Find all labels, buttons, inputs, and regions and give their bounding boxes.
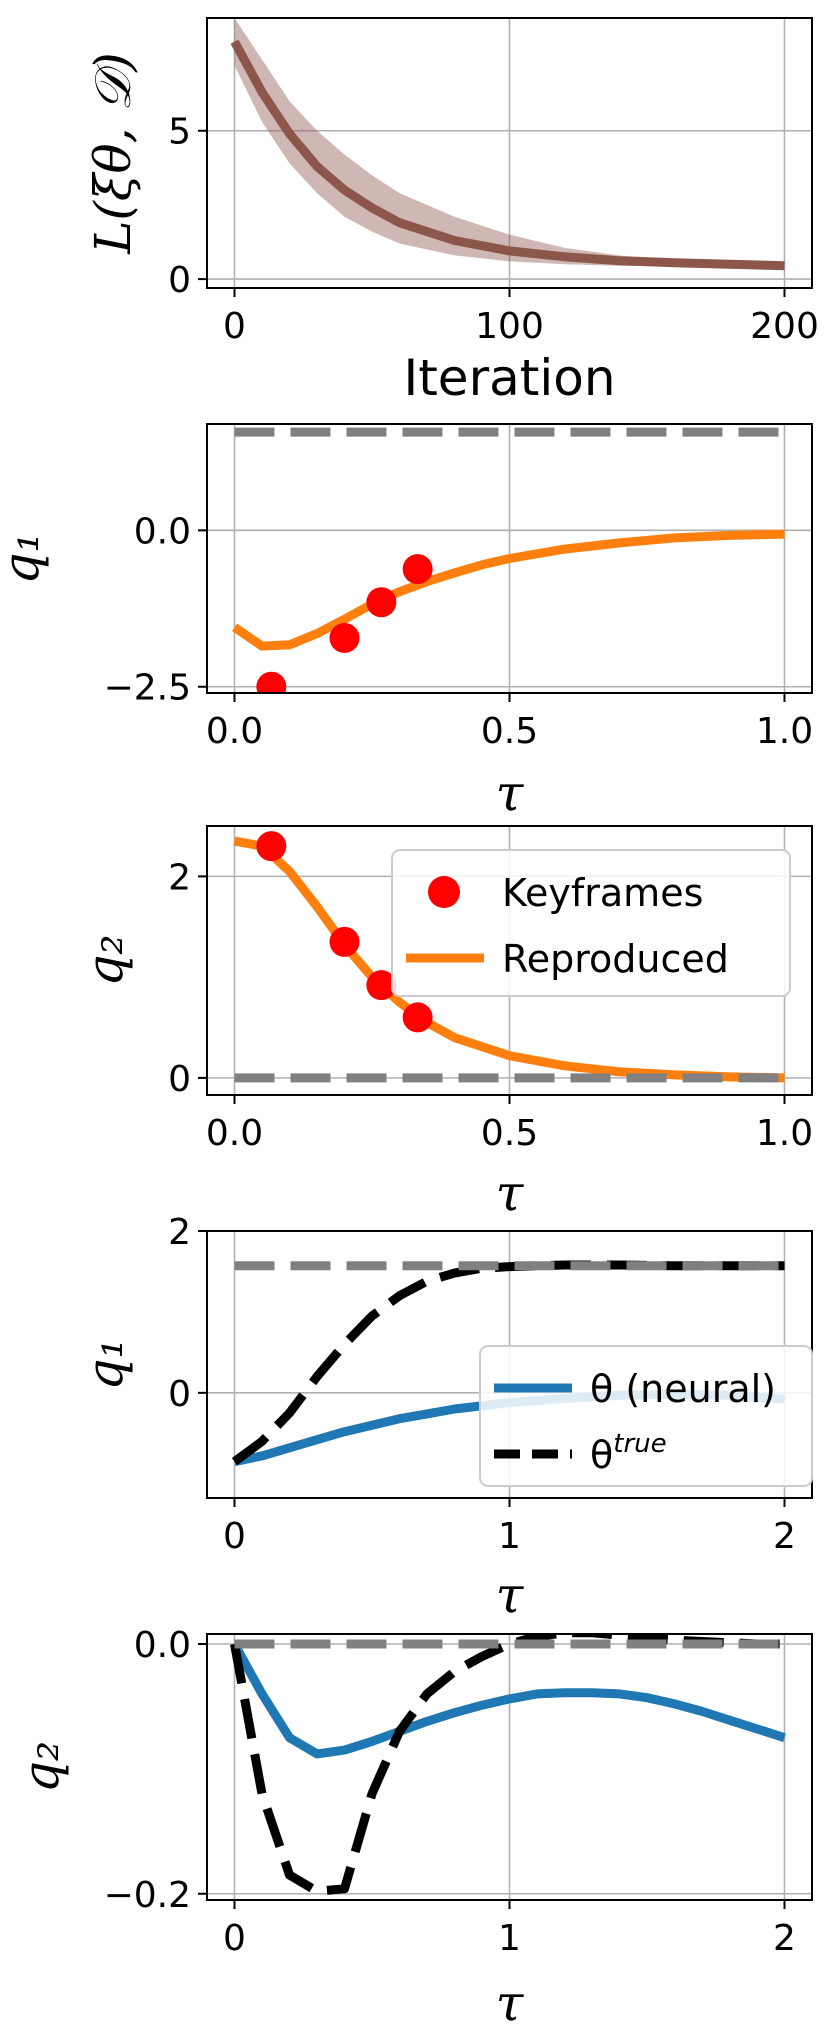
keyframe-point — [366, 587, 397, 618]
x-axis-label: τ — [496, 1566, 525, 1624]
y-tick-label: 0 — [168, 1059, 191, 1100]
y-axis-label: q₂ — [76, 934, 134, 986]
keyframe-point — [402, 1002, 433, 1033]
x-tick-label: 2 — [773, 1516, 796, 1557]
keyframe-point — [256, 671, 287, 693]
y-axis-label: q₁ — [0, 532, 50, 584]
x-tick-label: 1 — [498, 1516, 521, 1557]
x-tick-label: 200 — [750, 306, 819, 347]
keyframe-point — [402, 554, 433, 585]
series-line — [231, 529, 785, 651]
y-tick-label: 2 — [168, 1212, 191, 1253]
x-tick-label: 1.0 — [756, 711, 813, 752]
x-tick-label: 0 — [223, 1516, 246, 1557]
x-axis-label: τ — [496, 1164, 525, 1222]
chart-panel-4: 0 1 2 0 2 τ q₁ — [76, 1212, 813, 1624]
x-tick-label: 1.0 — [756, 1113, 813, 1154]
y-tick-label: 5 — [168, 112, 191, 153]
x-axis-label: τ — [496, 1974, 525, 2025]
x-axis-label: Iteration — [403, 349, 615, 407]
legend-box — [391, 849, 791, 997]
chart-panel-3: 0.0 0.5 1.0 0 2 τ q₂ — [76, 825, 813, 1222]
keyframe-point — [366, 970, 397, 1001]
chart-panel-1: 0 100 200 0 5 Iteration L(ξθ, 𝒟) — [84, 17, 819, 407]
x-tick-label: 1 — [498, 1918, 521, 1959]
legend-label: Reproduced — [502, 937, 729, 981]
plot-area — [230, 1634, 786, 1896]
x-tick-label: 0.0 — [206, 1113, 263, 1154]
x-tick-label: 0.0 — [206, 711, 263, 752]
legend-marker-dot — [428, 876, 460, 908]
keyframe-point — [256, 831, 287, 862]
x-tick-label: 2 — [773, 1918, 796, 1959]
legend-panel-3: Keyframes Reproduced — [391, 849, 791, 997]
y-tick-label: −0.2 — [104, 1875, 191, 1916]
y-axis-label: q₂ — [12, 1741, 70, 1793]
y-tick-label: 0.0 — [134, 511, 191, 552]
y-tick-label: 0 — [168, 260, 191, 301]
y-tick-label: 0 — [168, 1374, 191, 1415]
keyframe-point — [329, 926, 360, 957]
series-line — [230, 39, 785, 271]
true-dashed-line — [231, 1260, 785, 1466]
y-axis-label: q₁ — [76, 1338, 134, 1390]
x-tick-label: 0.5 — [481, 1113, 538, 1154]
x-tick-label: 0 — [223, 306, 246, 347]
legend-superscript: true — [613, 1429, 666, 1459]
plot-area — [231, 427, 785, 693]
chart-panel-2: 0.0 0.5 1.0 −2.5 0.0 τ q₁ — [0, 423, 813, 822]
x-tick-label: 0 — [223, 1918, 246, 1959]
legend-label: θ (neural) — [590, 1367, 776, 1411]
x-tick-label: 0.5 — [481, 711, 538, 752]
x-axis-label: τ — [496, 764, 525, 822]
x-tick-label: 100 — [475, 306, 544, 347]
y-axis-label: L(ξθ, 𝒟) — [84, 52, 142, 255]
y-tick-label: 2 — [168, 857, 191, 898]
y-tick-label: 0.0 — [134, 1625, 191, 1666]
legend-label: Keyframes — [502, 871, 703, 915]
plot-area — [230, 18, 785, 271]
plot-area — [233, 831, 785, 1083]
legend-panel-4: θ (neural)θtrue — [479, 1345, 813, 1487]
series-line — [230, 1641, 786, 1759]
chart-panel-5: 0 1 2 −0.2 0.0 τ q₂ — [12, 1625, 813, 2025]
legend-box — [479, 1345, 813, 1487]
y-tick-label: −2.5 — [104, 668, 191, 709]
keyframe-point — [329, 622, 360, 653]
